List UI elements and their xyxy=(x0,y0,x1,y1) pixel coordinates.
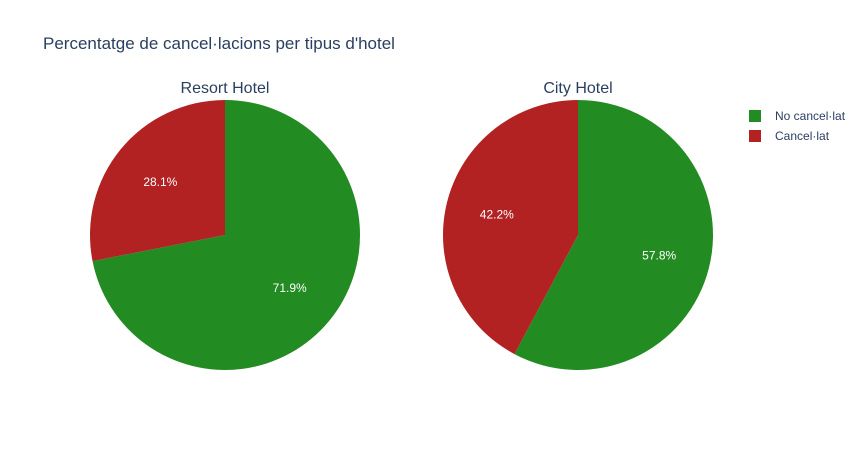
pie-label-city-1: 42.2% xyxy=(480,208,514,222)
pie-slice-resort-1[interactable] xyxy=(90,100,225,262)
legend-swatch-no-cancelat xyxy=(749,110,761,122)
pie-title-resort: Resort Hotel xyxy=(180,80,270,97)
legend-label-no-cancelat: No cancel·lat xyxy=(775,109,846,123)
pie-slice-city-0[interactable] xyxy=(514,100,713,370)
legend-item-cancelat[interactable]: Cancel·lat xyxy=(749,126,845,146)
pie-title-city: City Hotel xyxy=(543,80,613,97)
legend-item-no-cancelat[interactable]: No cancel·lat xyxy=(749,106,845,126)
legend-label-cancelat: Cancel·lat xyxy=(775,129,830,143)
legend: No cancel·lat Cancel·lat xyxy=(749,106,845,146)
pie-slice-resort-0[interactable] xyxy=(92,100,360,370)
pie-slice-city-1[interactable] xyxy=(442,100,578,355)
pie-label-city-0: 57.8% xyxy=(642,248,676,262)
pie-label-resort-1: 28.1% xyxy=(143,175,177,189)
legend-swatch-cancelat xyxy=(749,130,761,142)
pie-label-resort-0: 71.9% xyxy=(273,281,307,295)
chart-title: Percentatge de cancel·lacions per tipus … xyxy=(43,34,395,53)
